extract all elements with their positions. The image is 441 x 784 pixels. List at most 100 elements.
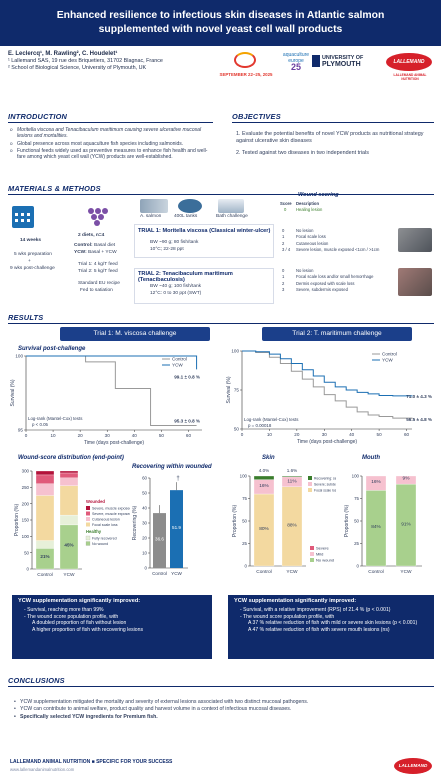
data-label-control: 21% [40, 554, 49, 559]
lallemand-logo: LALLEMAND LALLEMAND ANIMAL NUTRITION [386, 53, 434, 83]
university-logo: UNIVERSITY OF PLYMOUTH [312, 55, 380, 68]
footer-url[interactable]: www.lallemandanimalnutrition.com [10, 767, 75, 772]
legend-swatch [86, 517, 90, 521]
y-axis-label: Recovering (%) [132, 505, 138, 540]
trial2-title: TRIAL 2: Tenacibaculum maritimum (Tenaci… [138, 271, 233, 283]
trial1-fish-photo [398, 228, 432, 252]
trial1-banner: Trial 1: M. viscosa challenge [60, 327, 210, 341]
y-tick-label: 0 [27, 567, 30, 572]
conclusions-rule [8, 686, 434, 687]
y-tick-label: 0 [357, 564, 360, 569]
legend-swatch [86, 522, 90, 527]
trial2-feed: Trial 2: 5 kg/T feed [78, 269, 118, 274]
bar-data-label: 36.6 [155, 537, 164, 542]
wound-dist-title: Wound-score distribution (end-point) [18, 455, 124, 461]
trial1-feed: Trial 1: 4 kg/T feed [78, 262, 118, 267]
y-axis-label: Proportion (%) [14, 504, 20, 537]
legend-label: YCW [172, 363, 183, 368]
bar-segment-focal-scale-loss [35, 495, 55, 541]
authors-block: E. Leclercq¹, M. Rawling², C. Houdelet¹ … [8, 51, 208, 72]
y-axis-label: Survival (%) [10, 379, 16, 406]
objectives-title: OBJECTIVES [232, 112, 281, 121]
summary2-line: - Survival, with a relative improvement … [240, 606, 391, 613]
x-tick-label: 40 [349, 432, 355, 437]
x-tick-label: 50 [377, 432, 383, 437]
legend-swatch [308, 476, 312, 480]
legend-swatch [86, 511, 90, 516]
survival-chart-trial2: 0 10 20 30 40 50 60 50 75 100 Time (days post-chal… [226, 349, 432, 445]
x-tick-label: 0 [241, 432, 244, 437]
y-tick-label: 75 [234, 388, 240, 393]
plus-label: + [28, 259, 31, 264]
y-tick-label: 10 [142, 551, 147, 556]
data-label: 16% [371, 479, 381, 485]
legend-label: Severe, muscle exposed >1cm [92, 507, 130, 511]
wound-scoring-title: Wound scoring [298, 192, 339, 198]
y-axis-label: Proportion (%) [344, 505, 350, 538]
recipe-line1: Standard EU recipe [78, 281, 120, 286]
conclusions-title: CONCLUSIONS [8, 676, 65, 685]
poster-header: Enhanced resilience to infectious skin d… [0, 0, 441, 46]
conclusion-item: Specifically selected YCW ingredients fo… [14, 714, 434, 722]
bar-control [153, 513, 166, 568]
objective-item: 2. Tested against two diseases in two in… [236, 149, 369, 156]
annotation-test: Log-rank (Mantel-Cox) tests [244, 417, 299, 422]
bar-segment-fully-recovered [59, 514, 79, 526]
annotation-test: Log-rank (Mantel-Cox) tests [28, 416, 83, 421]
diets-label: 2 diets, n=4 [78, 233, 105, 238]
legend-label: No wound [316, 558, 334, 563]
score-value: 1 [282, 234, 285, 240]
poster-title-line2: supplemented with novel yeast cell wall … [98, 24, 343, 35]
trial2-bw: BW ~40 g; 100 fish/tank [150, 284, 202, 289]
y-tick-label: 250 [22, 485, 30, 490]
y-tick-label: 100 [352, 474, 360, 479]
salmon-caption: A. salmon [140, 214, 162, 219]
conclusion-item: YCW can contribute to animal welfare, pr… [14, 706, 434, 714]
legend-group-healthy: Healthy [86, 529, 102, 534]
legend-label: Cutaneous lesion [92, 518, 120, 522]
intro-bullet: Global presence across most aquaculture … [10, 141, 215, 148]
legend-swatch [85, 541, 91, 546]
x-tick-label: Control [256, 569, 271, 575]
bar-segment-mild [395, 475, 417, 485]
legend-swatch [310, 558, 314, 562]
bath-image [218, 199, 244, 213]
legend-label: Recovering: severe [314, 477, 336, 481]
conclusions-list: YCW supplementation mitigated the mortal… [14, 699, 434, 721]
bar-data-label: 51.9 [172, 525, 181, 530]
score-value: 2 [282, 240, 285, 246]
legend-label: Severe, muscle exposed <1cm [92, 512, 130, 516]
data-label: 9% [403, 476, 411, 482]
bar-segment-severe-muscle-exposed-1cm [59, 472, 79, 479]
score-description: Focal scale loss [296, 234, 326, 240]
survival-title: Survival post-challenge [18, 346, 86, 352]
footer-logo: LALLEMAND [394, 758, 432, 774]
bar-segment-cutaneous-lesion [59, 477, 79, 486]
results-title: RESULTS [8, 313, 44, 322]
legend-swatch [310, 546, 314, 550]
trial1-box [134, 224, 274, 258]
calendar-icon [12, 206, 34, 228]
x-tick-label: 30 [105, 433, 111, 438]
score-healing-num: 0 [284, 207, 287, 212]
description-header: Description [296, 201, 320, 206]
data-label-ycw: 45% [64, 542, 73, 547]
significance-mark: † [176, 476, 179, 482]
data-label: 4.0% [259, 468, 269, 473]
trial1-title: TRIAL 1: Moritella viscosa (Classical wi… [138, 228, 271, 234]
summary2-sub: A 47 % relative reduction of fish with s… [248, 627, 390, 634]
summary2-sub: A 37 % relative reduction of fish with m… [248, 620, 418, 627]
poster-title-line1: Enhanced resilience to infectious skin d… [56, 10, 385, 21]
post-label: 9 wks post-challenge [10, 266, 55, 271]
score-description: Severe, subdermis exposed [296, 286, 348, 292]
legend-label: YCW [382, 358, 393, 363]
y-axis-label: Proportion (%) [232, 505, 238, 538]
legend-label: Severe [316, 546, 329, 551]
objectives-rule [232, 122, 434, 123]
bath-caption: Bath challenge [216, 214, 248, 219]
bar-segment-recovering-severe [281, 475, 303, 478]
y-tick-label: 30 [142, 521, 147, 526]
x-tick-label: YCW [286, 569, 298, 575]
summary1-head: YCW supplementation significantly improv… [18, 598, 141, 604]
score-value: 0 [282, 228, 285, 233]
